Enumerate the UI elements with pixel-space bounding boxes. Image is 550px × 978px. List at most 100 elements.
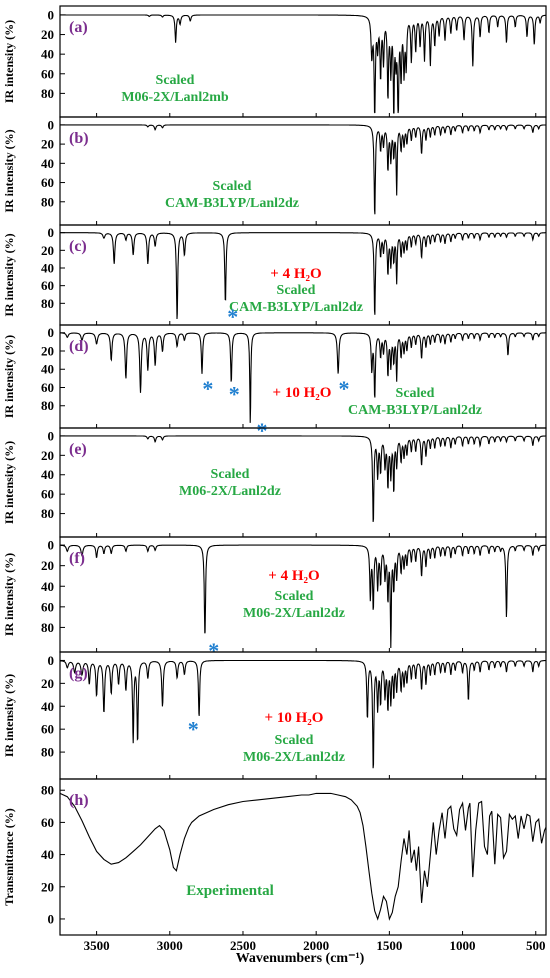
y-tick-label: 60 bbox=[41, 815, 54, 830]
panel-g: 0 20 40 60 80 IR intensity (%) (g) + 10 H₂O Scal… bbox=[2, 651, 547, 780]
y-tick-label: 0 bbox=[48, 653, 55, 668]
method-label: Scaled bbox=[277, 283, 316, 298]
x-axis: 3500 3000 2500 2000 1500 1000 500 bbox=[84, 938, 546, 953]
y-tick-label: 60 bbox=[41, 487, 54, 502]
y-tick-label: 0 bbox=[48, 7, 55, 22]
y-tick-label: 20 bbox=[41, 879, 54, 894]
method-label: CAM-B3LYP/Lanl2dz bbox=[165, 196, 299, 211]
asterisk-marker: * bbox=[338, 376, 349, 401]
method-label: Scaled bbox=[213, 179, 252, 194]
panel-frame bbox=[59, 116, 547, 226]
y-tick-label: 40 bbox=[41, 847, 54, 862]
x-axis-label: Wavenumbers (cm⁻¹) bbox=[236, 951, 365, 966]
y-tick-label: 40 bbox=[41, 467, 54, 482]
x-tick-label: 1500 bbox=[376, 938, 402, 953]
y-tick-label: 20 bbox=[41, 448, 54, 463]
method-label: Scaled bbox=[211, 467, 250, 482]
panel-label: (f) bbox=[69, 550, 85, 567]
panel-label: (g) bbox=[69, 665, 88, 682]
x-tick-label: 3500 bbox=[84, 938, 110, 953]
asterisk-marker: * bbox=[257, 418, 268, 443]
spectrum-line bbox=[59, 792, 547, 921]
y-tick-label: 0 bbox=[48, 911, 55, 926]
y-tick-label: 0 bbox=[48, 325, 55, 340]
y-tick-label: 20 bbox=[41, 27, 54, 42]
method-label: Scaled bbox=[275, 733, 314, 748]
y-tick-label: 60 bbox=[41, 175, 54, 190]
panel-frame bbox=[59, 778, 547, 936]
y-tick-label: 40 bbox=[41, 156, 54, 171]
y-tick-label: 60 bbox=[41, 722, 54, 737]
x-tick-label: 2500 bbox=[230, 938, 256, 953]
y-tick-label: 80 bbox=[41, 86, 54, 101]
spectrum-line bbox=[60, 124, 546, 215]
y-axis-label: IR intensity (%) bbox=[2, 441, 16, 524]
y-tick-label: 20 bbox=[41, 676, 54, 691]
asterisk-marker: * bbox=[188, 717, 199, 742]
panels-layer: 0 20 40 60 80 IR intensity (%) (a) Scaled M06-2X… bbox=[2, 5, 547, 936]
y-tick-label: 80 bbox=[41, 620, 54, 635]
method-label: Scaled bbox=[275, 589, 314, 604]
y-tick-label: 80 bbox=[41, 745, 54, 760]
y-tick-label: 20 bbox=[41, 137, 54, 152]
panel-b: 0 20 40 60 80 IR intensity (%) (b) Scaled CAM-B3… bbox=[2, 116, 547, 226]
panel-label: (h) bbox=[69, 792, 89, 809]
panel-a: 0 20 40 60 80 IR intensity (%) (a) Scaled M06-2X… bbox=[2, 5, 547, 118]
x-tick-label: 1000 bbox=[450, 938, 476, 953]
water-label: + 4 H₂O bbox=[268, 568, 319, 584]
spectrum-line bbox=[60, 14, 546, 114]
y-tick-label: 80 bbox=[41, 398, 54, 413]
method-label: Scaled bbox=[156, 73, 195, 88]
y-tick-label: 0 bbox=[48, 538, 55, 553]
y-axis-label: IR intensity (%) bbox=[2, 129, 16, 212]
panel-label: (b) bbox=[69, 130, 89, 147]
x-tick-label: 500 bbox=[526, 938, 546, 953]
asterisk-marker: * bbox=[227, 304, 238, 329]
y-tick-label: 80 bbox=[41, 783, 54, 798]
y-tick-label: 60 bbox=[41, 278, 54, 293]
y-tick-label: 60 bbox=[41, 380, 54, 395]
method-label: CAM-B3LYP/Lanl2dz bbox=[229, 300, 363, 315]
y-axis-label: IR intensity (%) bbox=[2, 233, 16, 316]
method-label: M06-2X/Lanl2dz bbox=[243, 606, 345, 621]
method-label: Experimental bbox=[186, 883, 274, 899]
y-tick-label: 0 bbox=[48, 428, 55, 443]
asterisk-marker: * bbox=[202, 376, 213, 401]
panel-f: 0 20 40 60 80 IR intensity (%) (f) + 4 H₂O Scale… bbox=[2, 536, 547, 663]
y-axis-label: IR intensity (%) bbox=[2, 553, 16, 636]
x-tick-label: 2000 bbox=[303, 938, 329, 953]
y-tick-label: 0 bbox=[48, 225, 55, 240]
y-tick-label: 40 bbox=[41, 47, 54, 62]
y-axis-label: IR intensity (%) bbox=[2, 20, 16, 103]
y-axis-label: IR intensity (%) bbox=[2, 335, 16, 418]
y-tick-label: 40 bbox=[41, 362, 54, 377]
y-tick-label: 60 bbox=[41, 599, 54, 614]
panel-h: 0 20 40 60 80 Transmittance (%) (h) Experimenta… bbox=[2, 778, 547, 936]
panel-frame bbox=[59, 427, 547, 538]
y-tick-label: 40 bbox=[41, 579, 54, 594]
y-tick-label: 80 bbox=[41, 296, 54, 311]
panel-label: (d) bbox=[69, 338, 89, 355]
y-tick-label: 40 bbox=[41, 699, 54, 714]
spectrum-line bbox=[60, 435, 546, 522]
method-label: M06-2X/Lanl2mb bbox=[121, 90, 229, 105]
y-tick-label: 20 bbox=[41, 243, 54, 258]
y-tick-label: 20 bbox=[41, 343, 54, 358]
method-label: Scaled bbox=[396, 386, 435, 401]
spectrum-line bbox=[60, 332, 546, 423]
y-tick-label: 40 bbox=[41, 260, 54, 275]
method-label: M06-2X/Lanl2dz bbox=[179, 484, 281, 499]
y-tick-label: 60 bbox=[41, 66, 54, 81]
asterisk-marker: * bbox=[208, 638, 219, 663]
panel-c: 0 20 40 60 80 IR intensity (%) (c) + 4 H₂OScale… bbox=[2, 224, 547, 329]
panel-d: 0 20 40 60 80 IR intensity (%) (d) + 10 H₂O Scal… bbox=[2, 324, 547, 443]
water-label: + 10 H₂O bbox=[273, 385, 332, 401]
water-label: + 10 H₂O bbox=[265, 710, 324, 726]
y-tick-label: 80 bbox=[41, 194, 54, 209]
panel-label: (e) bbox=[69, 441, 87, 458]
y-axis-label: IR intensity (%) bbox=[2, 674, 16, 757]
spectrum-line bbox=[60, 232, 546, 320]
x-tick-label: 3000 bbox=[157, 938, 183, 953]
